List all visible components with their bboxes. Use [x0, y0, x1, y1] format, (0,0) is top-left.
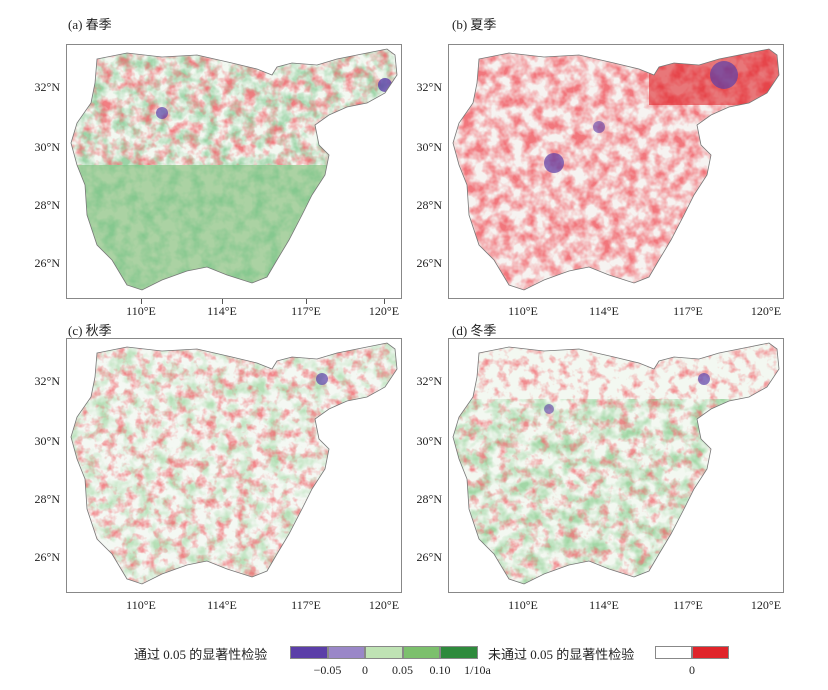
lon-label-110e: 110°E: [126, 304, 156, 318]
lon-label-110e: 110°E: [126, 598, 156, 612]
legend-passed-swatch: [365, 646, 403, 659]
lat-label-26n: 26°N: [416, 256, 442, 270]
lon-label-114e: 114°E: [207, 304, 237, 318]
legend-passed-swatch: [290, 646, 328, 659]
legend-passed-tick: 0: [362, 663, 368, 677]
lon-label-120e: 120°E: [368, 598, 400, 612]
lat-label-28n: 28°N: [34, 492, 60, 506]
lon-label-110e: 110°E: [508, 598, 538, 612]
legend-failed-swatch: [692, 646, 729, 659]
legend-failed-tick: 0: [689, 663, 695, 677]
panel-c-map: [66, 338, 402, 593]
tick: [384, 299, 385, 304]
lon-label-114e: 114°E: [207, 598, 237, 612]
lat-label-28n: 28°N: [416, 198, 442, 212]
lon-label-120e: 120°E: [750, 598, 782, 612]
lat-label-32n: 32°N: [416, 374, 442, 388]
panel-c-title: (c) 秋季: [68, 323, 112, 338]
legend-passed-label: 通过 0.05 的显著性检验: [134, 647, 268, 662]
lon-label-117e: 117°E: [673, 304, 703, 318]
legend-passed-tick: 0.10: [429, 663, 451, 677]
legend-failed-label: 未通过 0.05 的显著性检验: [488, 647, 635, 662]
lat-label-26n: 26°N: [34, 550, 60, 564]
panel-d-title: (d) 冬季: [452, 323, 497, 338]
legend-failed-swatch: [655, 646, 692, 659]
tick: [222, 299, 223, 304]
legend-passed-swatch: [440, 646, 478, 659]
lat-label-30n: 30°N: [416, 140, 442, 154]
legend-passed-tick: 1/10a: [464, 663, 491, 677]
panel-d-map: [448, 338, 784, 593]
panel-a-map: [66, 44, 402, 299]
panel-b-map: [448, 44, 784, 299]
panel-a-map-canvas: [70, 48, 398, 291]
panel-d-map-canvas: [452, 342, 780, 585]
lat-label-32n: 32°N: [416, 80, 442, 94]
lon-label-114e: 114°E: [589, 304, 619, 318]
lat-label-32n: 32°N: [34, 80, 60, 94]
tick: [141, 299, 142, 304]
legend-passed-swatch: [327, 646, 365, 659]
lon-label-117e: 117°E: [673, 598, 703, 612]
legend-passed-tick: −0.05: [313, 663, 342, 677]
lon-label-117e: 117°E: [291, 304, 321, 318]
panel-a-title: (a) 春季: [68, 17, 112, 32]
tick: [306, 299, 307, 304]
lon-label-120e: 120°E: [750, 304, 782, 318]
panel-c-map-canvas: [70, 342, 398, 585]
lat-label-30n: 30°N: [34, 140, 60, 154]
legend-passed-tick: 0.05: [392, 663, 413, 677]
lat-label-28n: 28°N: [416, 492, 442, 506]
panel-b-title: (b) 夏季: [452, 17, 497, 32]
lon-label-120e: 120°E: [368, 304, 400, 318]
lat-label-26n: 26°N: [34, 256, 60, 270]
lon-label-114e: 114°E: [589, 598, 619, 612]
legend-passed-swatch: [402, 646, 440, 659]
lon-label-110e: 110°E: [508, 304, 538, 318]
lat-label-28n: 28°N: [34, 198, 60, 212]
lat-label-26n: 26°N: [416, 550, 442, 564]
lat-label-30n: 30°N: [416, 434, 442, 448]
lon-label-117e: 117°E: [291, 598, 321, 612]
panel-b-map-canvas: [452, 48, 780, 291]
lat-label-32n: 32°N: [34, 374, 60, 388]
lat-label-30n: 30°N: [34, 434, 60, 448]
